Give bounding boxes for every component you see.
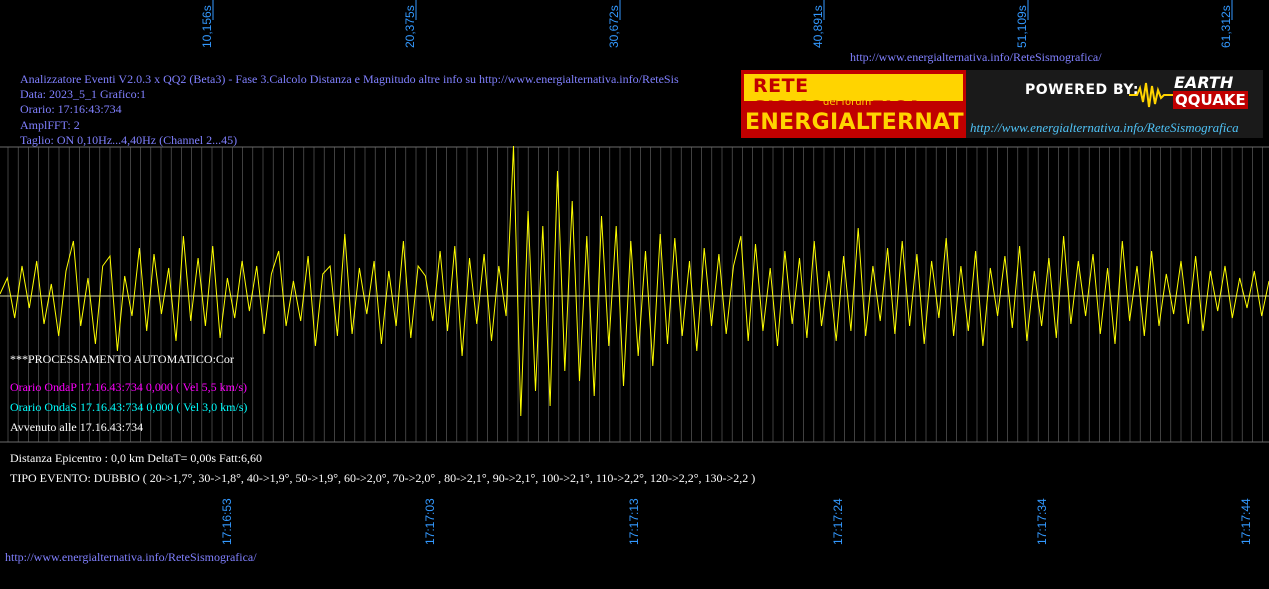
- onda-p-time: Orario OndaP 17.16.43:734 0,000 ( Vel 5,…: [10, 380, 247, 394]
- info-ampl: AmplFFT: 2: [20, 117, 80, 132]
- onda-s-time: Orario OndaS 17.16.43:734 0,000 ( Vel 3,…: [10, 400, 248, 414]
- bottom-tick-label: 17:17:34: [1035, 498, 1049, 545]
- plot-grid: [7, 147, 1263, 442]
- logo-powered-panel: POWERED BY: EARTH QQUAKE http://www.ener…: [966, 70, 1263, 138]
- logo-yellow-band: [744, 74, 963, 101]
- logo-subtitle: del forum: [823, 97, 872, 108]
- rete-sismografica-logo[interactable]: RETE SISMOGRAFICA del forum ENERGIALTERN…: [741, 70, 1263, 138]
- event-type: TIPO EVENTO: DUBBIO ( 20->1,7°, 30->1,8°…: [10, 471, 756, 485]
- bottom-url-link[interactable]: http://www.energialternativa.info/ReteSi…: [5, 550, 257, 564]
- top-url-link[interactable]: http://www.energialternativa.info/ReteSi…: [850, 50, 1102, 64]
- logo-url[interactable]: http://www.energialternativa.info/ReteSi…: [970, 120, 1239, 135]
- qquake-label: QQUAKE: [1173, 91, 1248, 109]
- bottom-tick-label: 17:17:03: [423, 498, 437, 545]
- bottom-tick-label: 17:17:44: [1239, 498, 1253, 545]
- info-time: Orario: 17:16:43:734: [20, 102, 122, 117]
- event-time: Avvenuto alle 17.16.43:734: [10, 420, 144, 434]
- bottom-tick-label: 17:17:13: [627, 498, 641, 545]
- logo-brand: ENERGIALTERNATIVA: [745, 110, 1006, 135]
- seismo-wave-icon: [1129, 82, 1174, 108]
- app-title: Analizzatore Eventi V2.0.3 x QQ2 (Beta3)…: [20, 72, 679, 86]
- info-filter: Taglio: ON 0,10Hz...4,40Hz (Channel 2...…: [20, 132, 238, 147]
- earth-label: EARTH: [1174, 73, 1234, 92]
- top-tick-label: 10,156s: [200, 5, 214, 48]
- top-tick-label: 30,672s: [607, 5, 621, 48]
- info-panel: Analizzatore Eventi V2.0.3 x QQ2 (Beta3)…: [20, 72, 679, 148]
- bottom-tick-label: 17:17:24: [831, 498, 845, 545]
- processing-status: ***PROCESSAMENTO AUTOMATICO:Cor: [10, 352, 234, 366]
- top-tick-label: 40,891s: [811, 5, 825, 48]
- info-date: Data: 2023_5_1 Grafico:1: [20, 87, 146, 102]
- top-tick-label: 20,375s: [403, 5, 417, 48]
- logo-title: RETE SISMOGRAFICA: [753, 75, 923, 119]
- epicenter-distance: Distanza Epicentro : 0,0 km DeltaT= 0,00…: [10, 451, 263, 465]
- waveform-trace: [0, 145, 1269, 417]
- top-tick-label: 51,109s: [1015, 5, 1029, 48]
- logo-red-panel: RETE SISMOGRAFICA del forum ENERGIALTERN…: [741, 70, 1005, 138]
- powered-by-label: POWERED BY:: [1025, 82, 1139, 98]
- bottom-tick-label: 17:16:53: [220, 498, 234, 545]
- top-tick-label: 61,312s: [1219, 5, 1233, 48]
